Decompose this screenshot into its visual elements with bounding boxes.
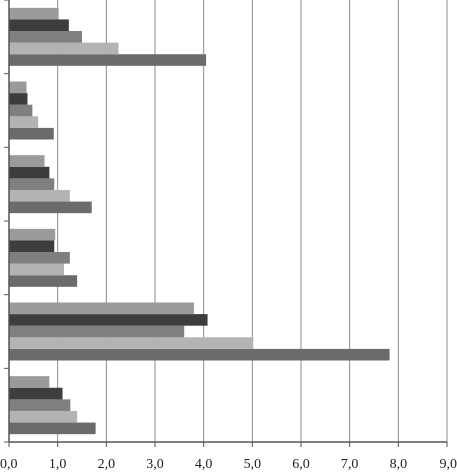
bar xyxy=(9,104,33,117)
bar xyxy=(9,422,96,435)
x-tick-label: 9,0 xyxy=(440,457,457,472)
gridlines xyxy=(57,0,448,442)
bar xyxy=(9,201,92,214)
bar xyxy=(9,240,55,253)
x-tick-label: 3,0 xyxy=(146,457,164,472)
bar xyxy=(9,348,390,361)
bar xyxy=(9,376,50,388)
bar xyxy=(9,155,45,167)
bar xyxy=(9,7,59,20)
bar xyxy=(9,337,254,349)
bar xyxy=(9,325,185,338)
axes xyxy=(4,0,448,447)
x-tick-labels: 0,0 1,0 2,0 3,0 4,0 5,0 6,0 7,0 8,0 9,0 xyxy=(0,457,457,472)
bar xyxy=(9,410,78,423)
bar xyxy=(9,263,64,276)
bar xyxy=(9,275,78,287)
x-tick-label: 4,0 xyxy=(195,457,213,472)
bar xyxy=(9,228,56,241)
bar xyxy=(9,387,63,400)
bar xyxy=(9,19,69,32)
x-tick-label: 7,0 xyxy=(341,457,359,472)
bar xyxy=(9,54,207,66)
x-tick-label: 5,0 xyxy=(244,457,262,472)
bar xyxy=(9,81,27,94)
bar xyxy=(9,93,28,105)
bar xyxy=(9,314,208,326)
bar xyxy=(9,178,55,190)
bar xyxy=(9,399,71,411)
bar xyxy=(9,127,54,140)
bar xyxy=(9,252,70,264)
bar xyxy=(9,31,82,43)
bar xyxy=(9,189,70,202)
bars xyxy=(9,7,390,435)
x-tick-label: 1,0 xyxy=(49,457,67,472)
x-tick-label: 6,0 xyxy=(292,457,310,472)
bar xyxy=(9,42,119,55)
x-tick-label: 2,0 xyxy=(98,457,116,472)
bar xyxy=(9,116,39,128)
x-tick-label: 8,0 xyxy=(390,457,408,472)
bar xyxy=(9,302,194,315)
x-tick-label: 0,0 xyxy=(0,457,18,472)
bar xyxy=(9,166,50,179)
